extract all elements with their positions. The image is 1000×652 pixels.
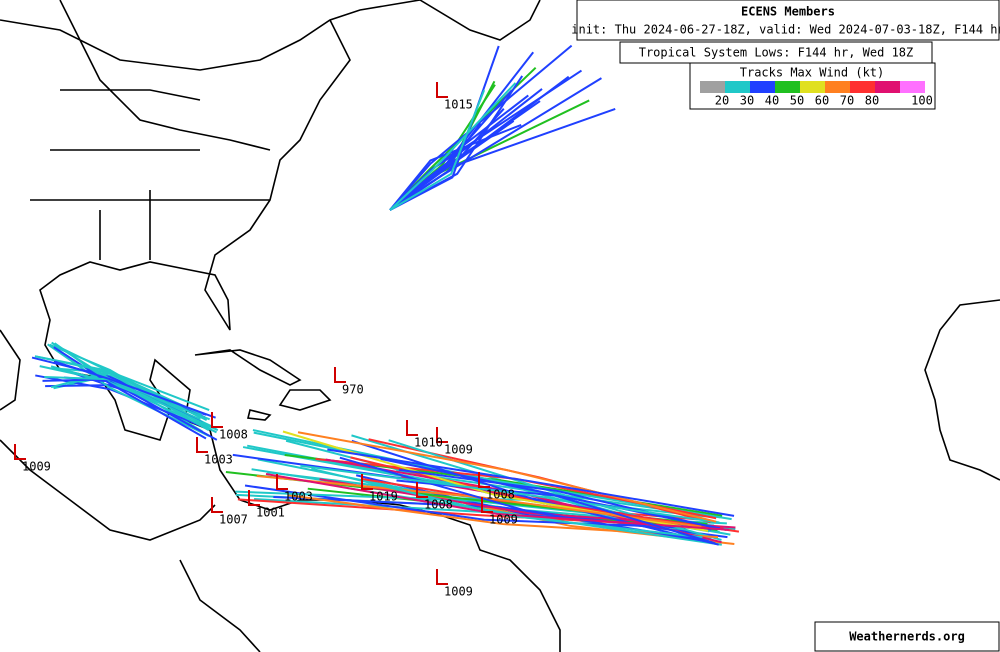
low-marker — [361, 474, 373, 490]
low-marker — [416, 482, 428, 498]
legend-label: 70 — [840, 94, 854, 108]
legend-swatch — [850, 81, 875, 93]
legend-label: 30 — [740, 94, 754, 108]
legend-label: 40 — [765, 94, 779, 108]
low-pressure: 1001 — [256, 506, 285, 520]
track — [389, 89, 513, 211]
credit-box: Weathernerds.org — [814, 621, 1000, 652]
low-marker — [478, 472, 490, 488]
lows-box: Tropical System Lows: F144 hr, Wed 18Z — [619, 41, 933, 64]
low-pressure: 1009 — [22, 460, 51, 474]
track — [351, 439, 719, 546]
track — [398, 468, 714, 529]
credit-frame — [814, 621, 1000, 652]
low-pressure: 1009 — [444, 585, 473, 599]
track — [47, 343, 210, 437]
low-pressure: 1003 — [204, 453, 233, 467]
track — [53, 346, 207, 440]
legend-label: 20 — [715, 94, 729, 108]
track — [380, 457, 716, 545]
lows-label: Tropical System Lows: F144 hr, Wed 18Z — [639, 46, 914, 60]
low-marker — [406, 420, 418, 436]
low-marker — [196, 437, 208, 453]
tracks — [31, 44, 740, 546]
track — [389, 82, 517, 211]
low-marker — [436, 427, 448, 443]
legend-swatch — [775, 81, 800, 93]
track — [327, 448, 735, 517]
low-marker — [276, 474, 288, 490]
legend-swatch — [800, 81, 825, 93]
legend-swatch — [750, 81, 775, 93]
track — [297, 431, 717, 523]
low-pressure: 1009 — [444, 443, 473, 457]
legend-label: 50 — [790, 94, 804, 108]
low-pressure: 1007 — [219, 513, 248, 527]
legend-swatch — [875, 81, 900, 93]
low-marker — [436, 82, 448, 98]
legend-label: 60 — [815, 94, 829, 108]
low-pressure: 1008 — [219, 428, 248, 442]
legend-label: 80 — [865, 94, 879, 108]
low-pressure: 1009 — [489, 513, 518, 527]
low-marker — [211, 412, 223, 428]
track — [389, 89, 486, 211]
legend-title: Tracks Max Wind (kt) — [740, 66, 885, 80]
track — [54, 360, 216, 419]
low-marker — [481, 497, 493, 513]
track — [35, 355, 203, 416]
low-marker — [436, 569, 448, 585]
low-marker — [334, 367, 346, 383]
legend-swatch — [825, 81, 850, 93]
track — [300, 464, 720, 524]
low-pressure: 1019 — [369, 490, 398, 504]
subtitle: init: Thu 2024-06-27-18Z, valid: Wed 202… — [571, 23, 1000, 37]
legend-swatch — [900, 81, 925, 93]
legend: Tracks Max Wind (kt) 20 30 40 50 60 70 80 100 — [689, 62, 936, 110]
title-box: ECENS Members init: Thu 2024-06-27-18Z, … — [571, 0, 1000, 41]
title: ECENS Members — [741, 5, 835, 19]
low-marker — [211, 497, 223, 513]
track — [389, 123, 522, 211]
low-pressure: 970 — [342, 383, 364, 397]
low-pressure: 1010 — [414, 436, 443, 450]
low-pressure: 1008 — [486, 488, 515, 502]
low-marker — [14, 444, 26, 460]
low-pressure: 1015 — [444, 98, 473, 112]
legend-label: 100 — [911, 94, 933, 108]
title-frame — [576, 0, 1000, 41]
legend-swatch — [725, 81, 750, 93]
low-pressure: 1008 — [424, 498, 453, 512]
low-marker — [248, 490, 260, 506]
legend-swatch — [700, 81, 725, 93]
credit: Weathernerds.org — [849, 630, 965, 644]
lows: 1015970100810091009101010031003100110071… — [14, 82, 518, 599]
low-pressure: 1003 — [284, 490, 313, 504]
